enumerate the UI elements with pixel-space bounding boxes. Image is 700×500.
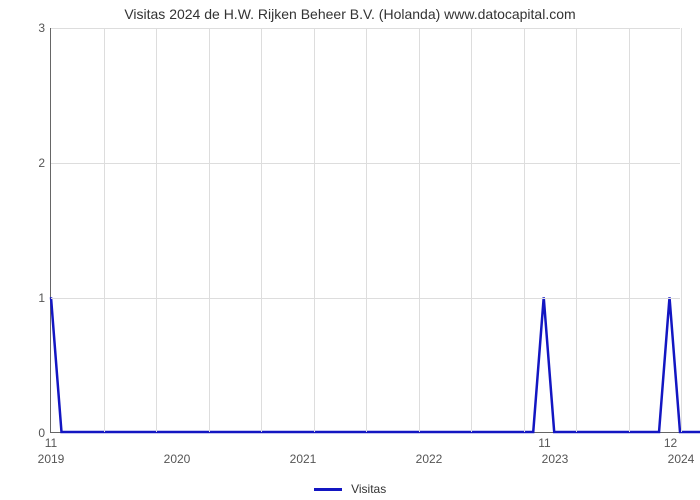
gridline-v xyxy=(209,28,210,432)
gridline-v xyxy=(419,28,420,432)
gridline-v xyxy=(104,28,105,432)
x-peak-label: 12 xyxy=(664,436,677,450)
gridline-v xyxy=(629,28,630,432)
gridline-v xyxy=(314,28,315,432)
gridline-v xyxy=(261,28,262,432)
legend-label: Visitas xyxy=(351,482,386,496)
visitas-chart: Visitas 2024 de H.W. Rijken Beheer B.V. … xyxy=(0,0,700,500)
gridline-v xyxy=(471,28,472,432)
y-tick-label: 1 xyxy=(38,291,51,305)
y-tick-label: 2 xyxy=(38,156,51,170)
x-year-label: 2024 xyxy=(668,452,695,466)
plot-area: 01232019202020212022202320241111126 xyxy=(50,28,680,433)
x-peak-label: 11 xyxy=(45,436,57,450)
y-tick-label: 3 xyxy=(38,21,51,35)
gridline-v xyxy=(366,28,367,432)
gridline-v xyxy=(681,28,682,432)
x-year-label: 2022 xyxy=(416,452,443,466)
gridline-v xyxy=(576,28,577,432)
gridline-v xyxy=(156,28,157,432)
legend-swatch xyxy=(314,488,342,491)
legend: Visitas xyxy=(0,482,700,496)
x-year-label: 2019 xyxy=(38,452,65,466)
gridline-v xyxy=(524,28,525,432)
x-year-label: 2023 xyxy=(542,452,569,466)
x-year-label: 2021 xyxy=(290,452,317,466)
x-year-label: 2020 xyxy=(164,452,191,466)
chart-title: Visitas 2024 de H.W. Rijken Beheer B.V. … xyxy=(0,6,700,22)
x-peak-label: 11 xyxy=(538,436,550,450)
